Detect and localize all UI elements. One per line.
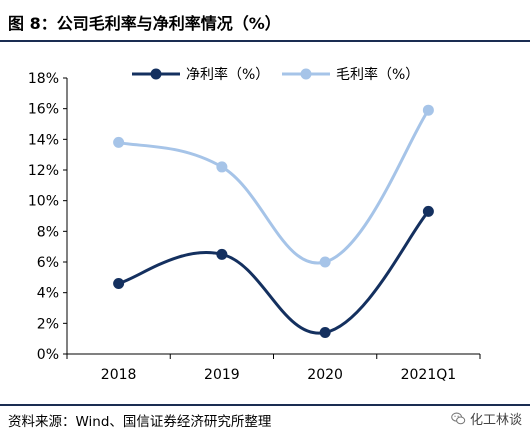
- y-tick-label: 14%: [28, 132, 59, 148]
- y-tick-label: 16%: [28, 102, 59, 118]
- x-tick-label: 2018: [101, 367, 137, 383]
- footer-divider: [0, 404, 530, 406]
- net-margin-line: [118, 210, 430, 335]
- net-margin-point: [113, 277, 125, 289]
- gross-margin-line: [118, 109, 430, 265]
- y-tick-label: 8%: [37, 224, 59, 240]
- x-tick-label: 2021Q1: [401, 367, 457, 383]
- net-margin-point: [216, 248, 228, 260]
- gross-margin-legend-marker: [300, 68, 312, 80]
- title-bar: 图 8：公司毛利率与净利率情况（%）: [0, 0, 530, 40]
- chart: 0% 2% 4% 6% 8% 10% 12% 14% 16% 18% 2018 2019 2020 202…: [28, 66, 481, 383]
- y-tick-label: 2%: [37, 316, 59, 332]
- gross-margin-point: [319, 256, 331, 268]
- y-tick-label: 6%: [37, 255, 59, 271]
- gross-margin-point: [216, 161, 228, 173]
- x-tick-label: 2020: [307, 367, 343, 383]
- title-divider: [0, 40, 530, 42]
- wechat-icon: [451, 412, 466, 425]
- chart-title: 图 8：公司毛利率与净利率情况（%）: [8, 14, 281, 33]
- watermark-text: 化工林谈: [469, 413, 522, 428]
- y-tick-label: 10%: [28, 194, 59, 210]
- gross-margin-legend-label: 毛利率（%）: [336, 66, 419, 83]
- net-margin-legend-label: 净利率（%）: [186, 66, 269, 83]
- y-tick-label: 4%: [37, 286, 59, 302]
- net-margin-point: [319, 327, 331, 339]
- watermark: 化工林谈: [451, 409, 522, 428]
- y-tick-label: 0%: [37, 347, 59, 363]
- gross-margin-point: [113, 136, 125, 148]
- gross-margin-point: [422, 104, 434, 116]
- source-note: 资料来源：Wind、国信证券经济研究所整理: [8, 414, 272, 430]
- y-tick-label: 18%: [28, 71, 59, 87]
- x-tick-label: 2019: [204, 367, 240, 383]
- net-margin-legend-marker: [150, 68, 162, 80]
- net-margin-point: [422, 205, 434, 217]
- y-tick-label: 12%: [28, 163, 59, 179]
